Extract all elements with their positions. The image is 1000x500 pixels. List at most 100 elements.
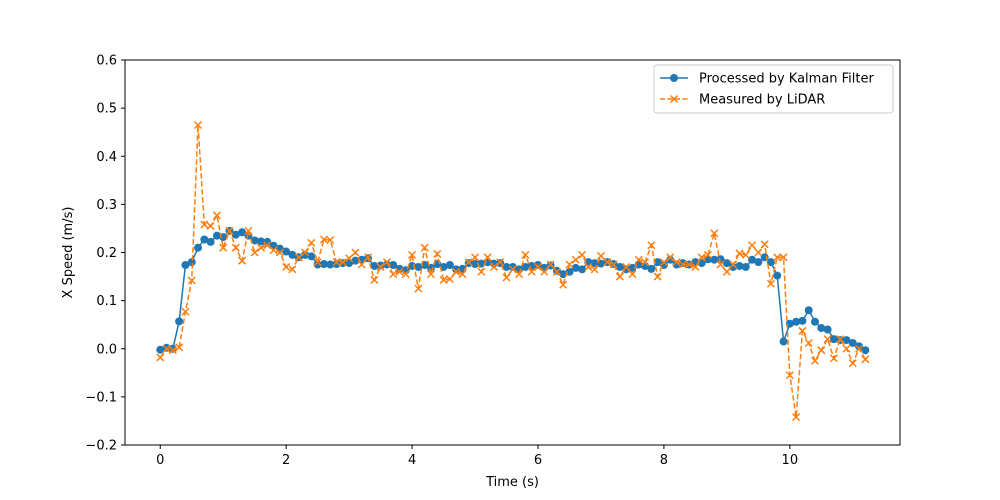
kalman-point xyxy=(313,260,322,269)
lidar-point xyxy=(508,265,517,274)
kalman-point xyxy=(194,243,203,252)
kalman-point xyxy=(326,260,335,269)
kalman-point xyxy=(804,306,813,315)
kalman-point xyxy=(798,316,807,325)
lidar-point xyxy=(414,284,423,293)
kalman-point xyxy=(181,261,190,270)
kalman-point xyxy=(168,344,177,353)
lidar-point xyxy=(848,359,857,368)
kalman-point xyxy=(508,262,517,271)
lidar-point xyxy=(785,371,794,380)
lidar-point xyxy=(256,243,266,252)
kalman-point xyxy=(729,262,738,271)
lidar-point xyxy=(678,260,687,269)
kalman-point xyxy=(628,263,637,272)
kalman-point xyxy=(754,258,763,267)
kalman-point xyxy=(823,325,832,334)
lidar-point xyxy=(187,276,196,285)
kalman-point xyxy=(842,336,851,345)
lidar-point xyxy=(200,220,209,229)
lidar-point xyxy=(439,275,448,284)
lidar-point xyxy=(231,243,240,252)
legend-lidar-label: Measured by LiDAR xyxy=(699,93,825,108)
kalman-point xyxy=(156,345,165,354)
lidar-point xyxy=(779,253,788,262)
lidar-point xyxy=(571,255,580,264)
lidar-point xyxy=(855,344,864,353)
lidar-point xyxy=(640,258,650,267)
lidar-point xyxy=(464,258,473,267)
kalman-point xyxy=(716,255,725,264)
lidar-point xyxy=(552,267,561,276)
lidar-point xyxy=(748,241,757,250)
x-tick-label: 6 xyxy=(534,453,542,468)
lidar-point xyxy=(533,262,543,271)
lidar-point xyxy=(395,267,404,276)
lidar-series-line xyxy=(159,124,867,418)
lidar-point xyxy=(703,250,713,259)
kalman-point xyxy=(590,259,599,268)
lidar-point xyxy=(691,262,700,271)
kalman-point xyxy=(414,262,423,271)
kalman-point xyxy=(206,237,215,246)
lidar-point xyxy=(659,258,668,267)
x-tick-label: 2 xyxy=(282,453,290,468)
lidar-point xyxy=(345,254,354,263)
y-tick-label: 0.1 xyxy=(96,294,117,309)
kalman-point xyxy=(319,260,328,269)
kalman-point xyxy=(735,261,744,270)
lidar-point xyxy=(307,238,316,247)
lidar-point xyxy=(502,273,511,282)
lidar-point xyxy=(181,307,190,316)
lidar-point xyxy=(326,235,335,245)
lidar-point xyxy=(628,270,637,279)
lidar-point xyxy=(766,279,775,288)
kalman-point xyxy=(766,258,775,267)
kalman-point xyxy=(307,252,316,261)
lidar-point xyxy=(225,226,234,235)
kalman-point xyxy=(502,262,511,271)
lidar-point xyxy=(615,272,624,281)
lidar-point xyxy=(810,356,820,365)
y-tick-label: −0.2 xyxy=(85,439,117,454)
kalman-point xyxy=(773,271,782,280)
lidar-point xyxy=(804,338,813,348)
lidar-point xyxy=(792,413,801,422)
lidar-point xyxy=(294,253,303,262)
kalman-point xyxy=(250,236,259,245)
kalman-point xyxy=(615,262,624,271)
lidar-point xyxy=(382,258,391,267)
lidar-point xyxy=(376,262,385,271)
x-tick-label: 4 xyxy=(408,453,416,468)
kalman-point xyxy=(389,261,398,270)
kalman-point xyxy=(647,264,656,273)
lidar-point xyxy=(540,267,549,276)
lidar-point xyxy=(634,255,643,264)
lidar-point xyxy=(559,280,568,289)
lidar-point xyxy=(578,250,587,259)
kalman-point xyxy=(395,264,404,273)
y-axis-label: X Speed (m/s) xyxy=(61,207,76,299)
kalman-point xyxy=(376,261,385,270)
lidar-point xyxy=(489,262,498,271)
lidar-point xyxy=(609,260,618,269)
kalman-point xyxy=(565,267,574,276)
lidar-point xyxy=(212,211,221,220)
kalman-point xyxy=(848,338,857,347)
lidar-point xyxy=(193,120,203,129)
kalman-point xyxy=(256,237,265,246)
kalman-point xyxy=(741,262,750,271)
lidar-point xyxy=(363,253,373,262)
lidar-point xyxy=(590,265,599,274)
x-tick-label: 10 xyxy=(782,453,799,468)
lidar-point xyxy=(301,248,310,257)
kalman-point xyxy=(792,317,801,326)
lidar-point xyxy=(716,260,725,269)
lidar-point xyxy=(162,344,171,353)
kalman-point xyxy=(861,346,870,355)
kalman-point xyxy=(351,256,360,265)
lidar-point xyxy=(672,258,681,267)
kalman-point xyxy=(748,255,757,264)
lidar-point xyxy=(351,248,360,257)
kalman-point xyxy=(779,337,788,346)
